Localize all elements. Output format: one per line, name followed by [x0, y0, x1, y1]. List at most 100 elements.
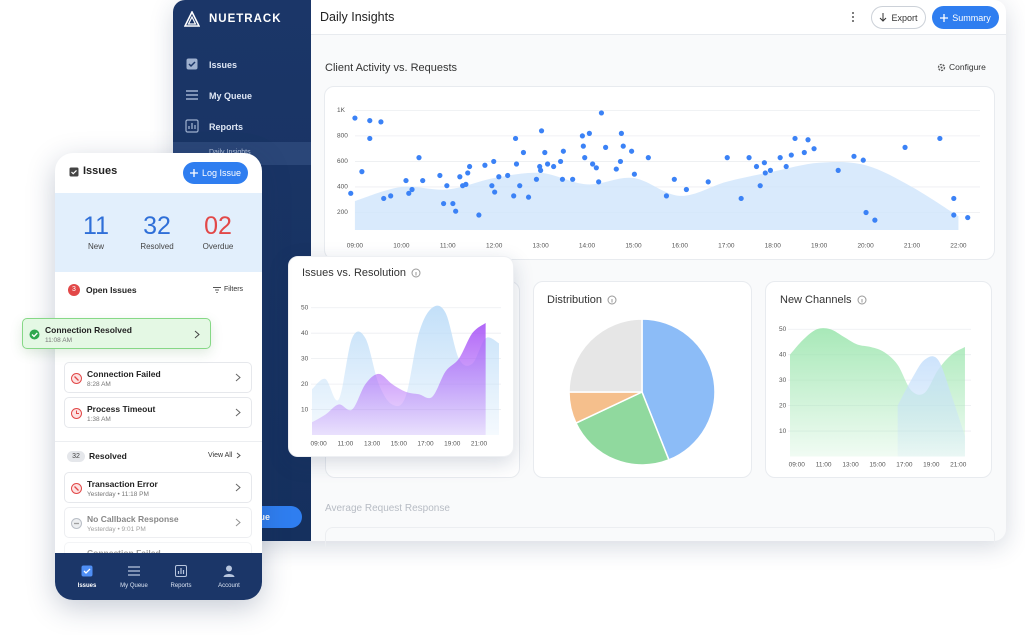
point	[437, 172, 443, 179]
info-icon	[857, 295, 867, 305]
stat-label: Resolved	[140, 242, 174, 251]
tab-label[interactable]: Issues	[77, 583, 97, 589]
success-icon	[29, 329, 40, 340]
nav-icon	[186, 58, 198, 70]
x-tick-label: 17:00	[896, 462, 913, 469]
chart-title: Distribution	[547, 294, 603, 306]
point	[367, 135, 373, 142]
item-time: 1:38 AM	[87, 416, 111, 423]
nav-subitem[interactable]: Daily Insights	[209, 149, 251, 156]
point	[863, 209, 869, 216]
point	[951, 195, 957, 202]
stat-value: 11	[83, 212, 109, 240]
point	[348, 190, 354, 196]
chevron	[235, 518, 241, 527]
export-label: Export	[891, 12, 918, 23]
point	[792, 135, 798, 142]
y-tick-label: 50	[301, 304, 309, 311]
nav-item[interactable]: Issues	[209, 60, 238, 70]
point	[560, 148, 566, 154]
status-icon	[71, 373, 82, 384]
x-tick-label: 13:00	[364, 441, 381, 448]
point	[570, 176, 576, 182]
point	[705, 179, 711, 185]
tab-icon	[175, 565, 187, 577]
y-tick-label: 20	[301, 381, 309, 388]
nav-item[interactable]: My Queue	[209, 91, 253, 101]
item-time: Yesterday • 11:18 PM	[87, 491, 149, 498]
chevron	[194, 330, 200, 339]
stat-value: 32	[143, 212, 171, 240]
point	[420, 177, 426, 184]
point	[590, 161, 596, 167]
status-icon	[71, 518, 82, 529]
issue-item[interactable]: No Callback Response Yesterday • 9:01 PM	[64, 507, 252, 538]
more-menu[interactable]	[849, 11, 857, 23]
point	[671, 176, 677, 182]
item-title: No Callback Response	[87, 514, 179, 524]
point	[598, 110, 605, 116]
issue-item[interactable]: Process Timeout 1:38 AM	[64, 397, 252, 428]
summary-button[interactable]: Summary	[932, 6, 999, 29]
point	[512, 135, 519, 142]
tab-label[interactable]: Reports	[170, 583, 192, 589]
y-tick-label: 200	[337, 209, 348, 216]
x-tick-label: 21:00	[950, 462, 967, 469]
open-count: 3	[68, 284, 80, 296]
nav-item[interactable]: Reports	[209, 122, 244, 132]
toast[interactable]: Connection Resolved 11:08 AM	[22, 318, 211, 349]
x-tick-label: 16:00	[672, 243, 689, 250]
configure-label: Configure	[949, 62, 986, 72]
point	[937, 135, 943, 142]
issue-item[interactable]: Connection Failed 8:28 AM	[64, 362, 252, 393]
point	[579, 133, 586, 139]
point	[533, 176, 540, 182]
x-tick-label: 21:00	[471, 441, 488, 448]
chart-header: New Channels	[780, 294, 867, 306]
x-tick-label: 12:00	[486, 243, 503, 250]
chevron	[237, 452, 242, 459]
point	[352, 115, 358, 121]
x-tick-label: 09:00	[789, 462, 806, 469]
mobile-app: Issues Log Issue 11 New 32 Resolved 02 O…	[55, 153, 262, 600]
x-tick-label: 15:00	[625, 243, 642, 250]
point	[492, 189, 498, 195]
point	[416, 155, 422, 161]
configure-button[interactable]: Configure	[937, 62, 986, 72]
x-tick-label: 13:00	[532, 243, 549, 250]
point	[482, 162, 488, 168]
point	[409, 186, 415, 193]
tab-icon	[223, 565, 235, 577]
y-tick-label: 400	[337, 184, 348, 191]
point	[663, 193, 670, 199]
point	[613, 166, 619, 172]
point	[378, 119, 384, 125]
point	[761, 160, 767, 166]
point	[851, 153, 857, 159]
pie-slice	[641, 318, 716, 461]
point	[580, 143, 586, 149]
chart-card: 200 400 600 800 1K 09:00 10:00 11:00 12:00 13:00 1…	[324, 86, 995, 260]
tab-label[interactable]: Account	[218, 583, 240, 589]
view-all-label: View All	[208, 452, 233, 459]
issue-item[interactable]: Transaction Error Yesterday • 11:18 PM	[64, 472, 252, 503]
export-button[interactable]: Export	[871, 6, 926, 29]
point	[762, 170, 768, 176]
nav-icon	[185, 119, 199, 133]
filters-button[interactable]: Filters	[213, 286, 243, 293]
point	[381, 195, 387, 202]
x-tick-label: 11:00	[337, 441, 353, 448]
chart-title: New Channels	[780, 294, 852, 306]
tab-label[interactable]: My Queue	[120, 583, 148, 589]
point	[557, 158, 564, 165]
pie-slice	[574, 390, 670, 466]
point	[586, 130, 592, 136]
item-time: 8:28 AM	[87, 381, 111, 388]
export-icon	[880, 13, 887, 22]
x-tick-label: 20:00	[857, 243, 874, 250]
chart-header: Issues vs. Resolution	[302, 267, 421, 279]
x-tick-label: 15:00	[391, 441, 408, 448]
view-all-button[interactable]: View All	[208, 452, 242, 459]
log-issue-button[interactable]: Log Issue	[183, 162, 248, 184]
point	[902, 144, 908, 150]
